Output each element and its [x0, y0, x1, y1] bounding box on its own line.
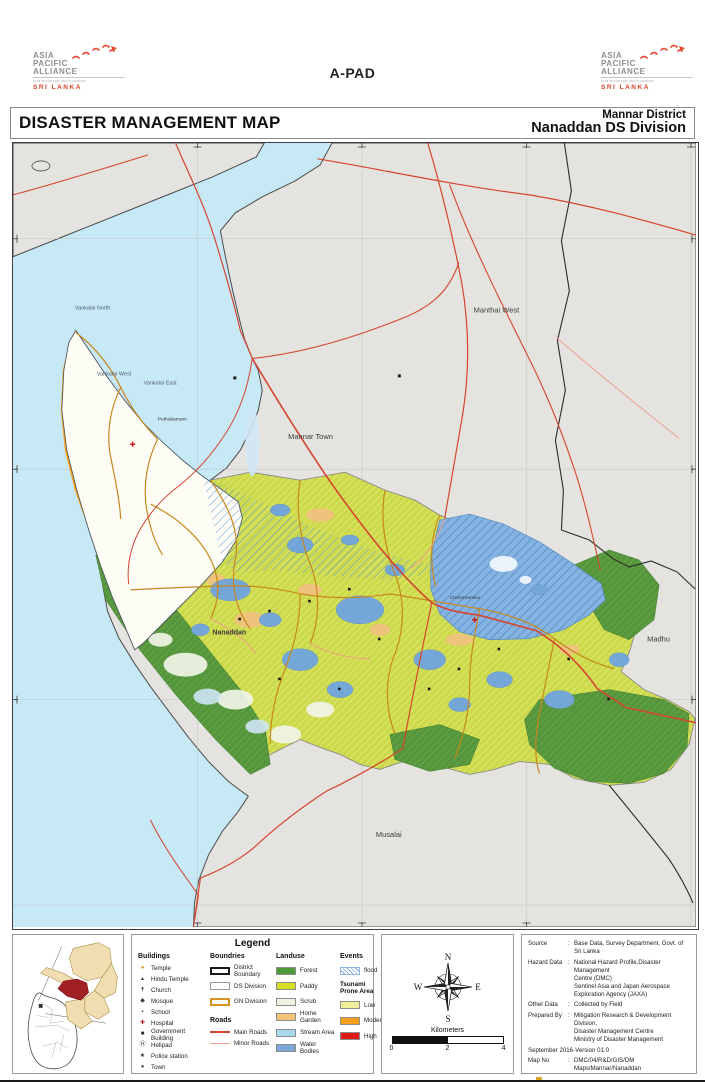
main-road-swatch [210, 1031, 230, 1033]
stream-areas [193, 408, 270, 734]
other-data-row: Other Data: Collected by Field [528, 1001, 623, 1009]
helipad-icon: Ⓗ [139, 1042, 146, 1048]
scale-unit-label: Kilometers [430, 1027, 465, 1034]
svg-text:E: E [475, 982, 481, 992]
legend: Legend Buildings ● Temple ▴ Hindu Temple ✝… [131, 934, 390, 1074]
svg-text:S: S [445, 1014, 450, 1024]
source-row: Source: Base Data, Survey Department, Gov… [528, 940, 684, 955]
scale-bar [391, 1036, 504, 1044]
school-icon: ▪ [141, 1009, 144, 1015]
church-icon: ✝ [139, 987, 146, 993]
stream-area-swatch [276, 1028, 296, 1037]
tsunami-low-swatch [340, 1001, 360, 1010]
map-title: DISASTER MANAGEMENT MAP [19, 113, 281, 132]
svg-text:Musalai: Musalai [376, 830, 402, 839]
frame-ticks [13, 143, 696, 927]
footer: Legend Buildings ● Temple ▴ Hindu Temple ✝… [12, 934, 697, 1080]
police-station-icon: ★ [139, 1053, 146, 1059]
flood-zone-east [202, 476, 450, 580]
minor-roads [210, 337, 680, 660]
legend-buildings: Buildings ● Temple ▴ Hindu Temple ✝ Church … [138, 953, 189, 1071]
legend-events: Events flood Tsunami Prone Area Low Mode… [340, 953, 391, 1041]
sri-lanka-emblem-icon [536, 1076, 542, 1080]
district-name: Mannar District [602, 109, 686, 122]
map-no-row: Map No: DMC/04/R&D/GIS/DM Maps/Mannar/Nan… [528, 1057, 642, 1072]
nanaddan-highlight [57, 978, 89, 1001]
ds-division-swatch [210, 982, 230, 991]
tsunami-high-swatch [340, 1032, 360, 1041]
apad-logo-left: ASIA PACIFIC ALLIANCE FOR DISASTER MANAG… [33, 44, 125, 91]
svg-text:Chemmantivu: Chemmantivu [450, 595, 481, 601]
logo-org-name: ASIA PACIFIC ALLIANCE [33, 51, 78, 76]
legend-landuse: Landuse Forest Paddy Scrub Home Garden S… [276, 953, 335, 1056]
minor-road-swatch [210, 1042, 230, 1044]
version-line: September 2016-Version 01.0 [528, 1047, 609, 1055]
paddy-swatch [276, 982, 296, 991]
town-icon: ● [140, 1064, 145, 1070]
government-building-icon: ■ [140, 1031, 145, 1037]
svg-text:Nanaddan: Nanaddan [212, 630, 246, 637]
logo-tagline: FOR DISASTER MANAGEMENT [33, 77, 125, 83]
flood-swatch [340, 966, 360, 975]
vankalai-spit [60, 329, 450, 651]
tsunami-moderate-swatch [340, 1016, 360, 1025]
svg-text:Vankalai West: Vankalai West [97, 371, 132, 377]
hospital-icon: ✚ [139, 1020, 146, 1026]
title-bar: DISASTER MANAGEMENT MAP Mannar District … [10, 107, 695, 139]
svg-text:Madhu: Madhu [647, 635, 670, 644]
svg-text:Vankalai North: Vankalai North [75, 306, 110, 312]
birds-icon [72, 44, 117, 59]
legend-boundaries: Boundries District Boundary DS Division … [210, 953, 270, 1047]
mosque-icon: ◆ [140, 998, 145, 1004]
inset-locator-map [12, 934, 124, 1074]
building-markers [130, 374, 610, 701]
org-title: A-PAD [329, 65, 376, 81]
birds-icon [640, 44, 685, 59]
svg-text:Manthai West: Manthai West [474, 306, 520, 315]
svg-text:N: N [444, 952, 451, 962]
gn-division-boundaries [75, 332, 615, 774]
hindu-temple-icon: ▴ [140, 976, 144, 982]
forest-swatch [276, 966, 296, 975]
water-bodies-swatch [276, 1044, 296, 1053]
hospital-icon [130, 441, 136, 447]
home-garden-swatch [276, 1013, 296, 1022]
hazard-data-row: Hazard Data: National Hazard Profile,Disa… [528, 958, 670, 998]
logo-country: SRI LANKA [33, 84, 82, 91]
temple-icon: ● [140, 965, 145, 971]
prepared-by-row: Prepared By: Mitigation Research & Develo… [528, 1012, 672, 1044]
main-map: Manthai West Mannar Town Madhu Musalai N… [12, 142, 699, 930]
svg-text:W: W [413, 982, 422, 992]
svg-text:Vankalai East: Vankalai East [144, 380, 178, 386]
source-panel: Source: Base Data, Survey Department, Gov… [521, 934, 697, 1080]
map-labels: Manthai West Mannar Town Madhu Musalai N… [75, 306, 670, 840]
logo-org-name: ASIA PACIFIC ALLIANCE [601, 51, 646, 76]
apad-logo-right: ASIA PACIFIC ALLIANCE FOR DISASTER MANAG… [601, 44, 693, 91]
svg-text:Mannar Town: Mannar Town [288, 432, 333, 441]
district-block: Mannar District Nanaddan DS Division [531, 109, 686, 136]
main-roads [13, 143, 696, 927]
division-name: Nanaddan DS Division [531, 120, 686, 137]
sri-lanka-outline [27, 992, 78, 1070]
gn-division-swatch [210, 997, 230, 1006]
logo-country: SRI LANKA [601, 84, 650, 91]
compass-rose-icon: N E S W [413, 952, 481, 1024]
logo-tagline: FOR DISASTER MANAGEMENT [601, 77, 693, 83]
water-bodies [125, 503, 630, 712]
scrub-swatch [276, 997, 296, 1006]
svg-text:Puthukamam: Puthukamam [158, 416, 187, 422]
district-boundary-swatch [210, 966, 230, 975]
district-boundary [554, 143, 696, 904]
legend-title: Legend [234, 938, 271, 949]
hospital-icon [472, 617, 478, 623]
mannar-district-divisions [40, 942, 118, 1030]
